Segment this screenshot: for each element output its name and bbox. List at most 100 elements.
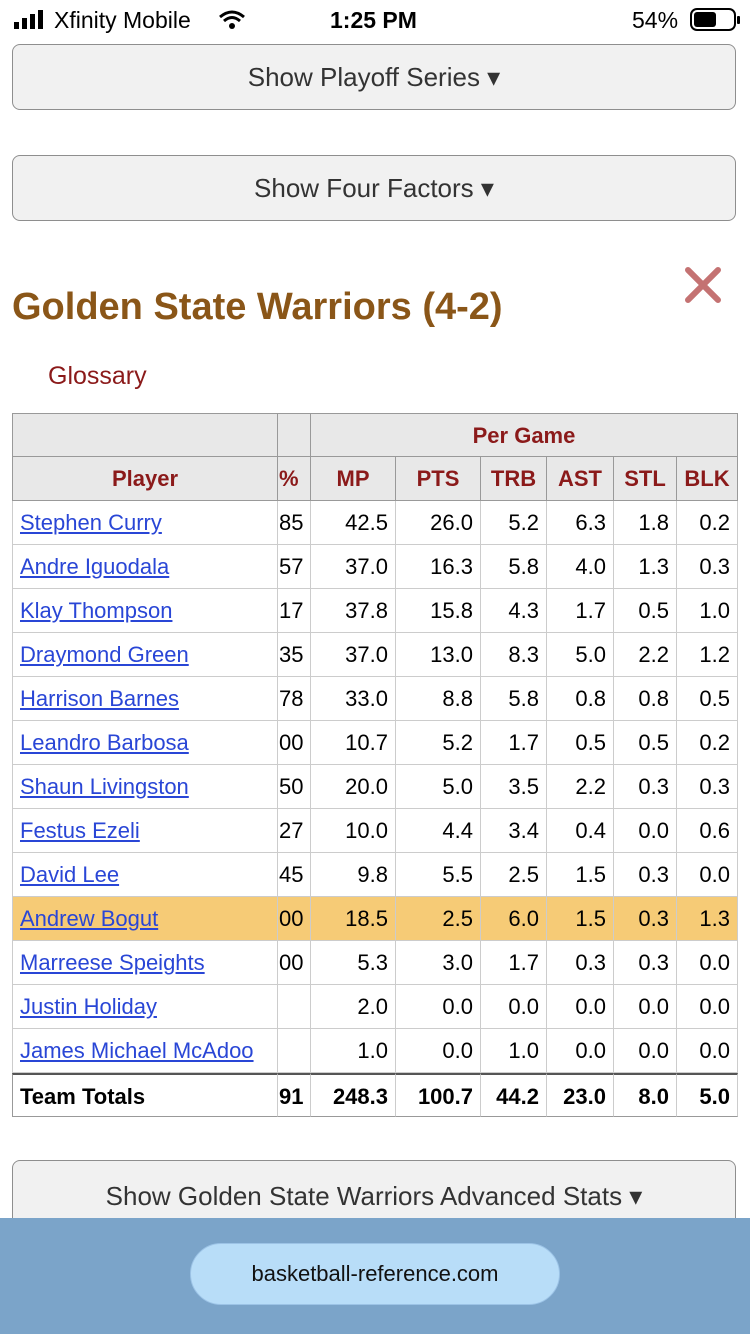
four-factors-button[interactable]: Show Four Factors ▾ (12, 155, 736, 221)
stat-cell: 0.8 (614, 677, 677, 721)
totals-cell: Team Totals (12, 1073, 278, 1117)
player-cell: David Lee (12, 853, 278, 897)
stat-cell: 1.0 (311, 1029, 396, 1073)
stat-value: 1.5 (575, 906, 606, 931)
stat-cell: 85 (278, 501, 311, 545)
stat-value: 5.8 (508, 554, 539, 579)
player-cell: Klay Thompson (12, 589, 278, 633)
stat-cell: 8.3 (481, 633, 547, 677)
stat-value: 16.3 (430, 554, 473, 579)
stat-value: 9.8 (357, 862, 388, 887)
player-cell: Shaun Livingston (12, 765, 278, 809)
stat-cell: 37.8 (311, 589, 396, 633)
stat-cell: 5.8 (481, 677, 547, 721)
stat-value: 37.0 (345, 642, 388, 667)
stat-value: 00 (279, 950, 304, 975)
stat-value: 10.7 (345, 730, 388, 755)
stat-cell: 0.0 (396, 985, 481, 1029)
stat-cell: 37.0 (311, 545, 396, 589)
stat-cell: 00 (278, 721, 311, 765)
player-cell: Justin Holiday (12, 985, 278, 1029)
player-link[interactable]: Justin Holiday (20, 994, 157, 1019)
stat-value: 2.5 (442, 906, 473, 931)
carrier: Xfinity Mobile (54, 7, 191, 33)
stat-value: 2.0 (357, 994, 388, 1019)
player-link[interactable]: Shaun Livingston (20, 774, 189, 799)
stat-cell: 2.2 (614, 633, 677, 677)
stat-cell: 0.6 (677, 809, 738, 853)
stat-value: 0.0 (442, 1038, 473, 1063)
stat-value: 78 (279, 686, 304, 711)
stat-cell: 5.2 (481, 501, 547, 545)
glossary-link[interactable]: Glossary (48, 362, 147, 390)
totals-cell: 5.0 (677, 1073, 738, 1117)
stat-value: 18.5 (345, 906, 388, 931)
stat-value: 0.5 (699, 686, 730, 711)
player-link[interactable]: Harrison Barnes (20, 686, 179, 711)
player-link[interactable]: Leandro Barbosa (20, 730, 189, 755)
stat-value: 57 (279, 554, 304, 579)
stat-cell: 1.3 (677, 897, 738, 941)
stat-cell: 0.0 (614, 809, 677, 853)
player-link[interactable]: Marreese Speights (20, 950, 205, 975)
player-link[interactable]: Stephen Curry (20, 510, 162, 535)
totals-cell: 248.3 (311, 1073, 396, 1117)
stat-value: 0.3 (699, 554, 730, 579)
stat-cell: 0.0 (614, 985, 677, 1029)
stat-value: 6.0 (508, 906, 539, 931)
stat-cell: 1.2 (677, 633, 738, 677)
close-icon[interactable] (684, 266, 722, 304)
player-cell: Andre Iguodala (12, 545, 278, 589)
player-cell: Andrew Bogut (12, 897, 278, 941)
stat-cell: 57 (278, 545, 311, 589)
stat-value: 0.3 (638, 774, 669, 799)
player-link[interactable]: Draymond Green (20, 642, 189, 667)
stat-cell: 1.7 (547, 589, 614, 633)
stat-value: 1.2 (699, 642, 730, 667)
stat-cell: 0.3 (677, 545, 738, 589)
column-header: TRB (481, 457, 547, 501)
totals-cell: 100.7 (396, 1073, 481, 1117)
stat-value: 1.7 (508, 950, 539, 975)
player-link[interactable]: Andrew Bogut (20, 906, 159, 931)
stat-cell: 1.3 (614, 545, 677, 589)
stat-value: 20.0 (345, 774, 388, 799)
stat-value: 33.0 (345, 686, 388, 711)
url-pill[interactable]: basketball-reference.com (190, 1243, 560, 1305)
stat-value: 4.4 (442, 818, 473, 843)
stat-value: 5.2 (442, 730, 473, 755)
stat-cell: 78 (278, 677, 311, 721)
stat-value: 42.5 (345, 510, 388, 535)
stat-value: 1.3 (699, 906, 730, 931)
stat-cell: 10.7 (311, 721, 396, 765)
column-header: % (278, 457, 311, 501)
stat-value: 1.7 (575, 598, 606, 623)
stat-value: 2.5 (508, 862, 539, 887)
stat-cell: 5.2 (396, 721, 481, 765)
player-link[interactable]: James Michael McAdoo (20, 1038, 254, 1063)
stat-cell: 3.5 (481, 765, 547, 809)
player-link[interactable]: Festus Ezeli (20, 818, 140, 843)
stat-value: 1.5 (575, 862, 606, 887)
player-cell: Stephen Curry (12, 501, 278, 545)
player-cell: James Michael McAdoo (12, 1029, 278, 1073)
player-cell: Marreese Speights (12, 941, 278, 985)
player-link[interactable]: Andre Iguodala (20, 554, 170, 579)
stat-value: 0.0 (508, 994, 539, 1019)
player-link[interactable]: Klay Thompson (20, 598, 173, 623)
stat-value: 2.2 (575, 774, 606, 799)
stat-cell: 5.8 (481, 545, 547, 589)
stat-value: 0.3 (638, 862, 669, 887)
header-blank (12, 413, 278, 457)
stat-cell (278, 985, 311, 1029)
stat-value: 5.0 (442, 774, 473, 799)
stat-cell: 0.5 (677, 677, 738, 721)
playoff-series-button[interactable]: Show Playoff Series ▾ (12, 44, 736, 110)
player-link[interactable]: David Lee (20, 862, 120, 887)
stat-cell: 37.0 (311, 633, 396, 677)
stat-cell: 0.4 (547, 809, 614, 853)
stat-value: 13.0 (430, 642, 473, 667)
stat-cell: 27 (278, 809, 311, 853)
stat-value: 27 (279, 818, 304, 843)
